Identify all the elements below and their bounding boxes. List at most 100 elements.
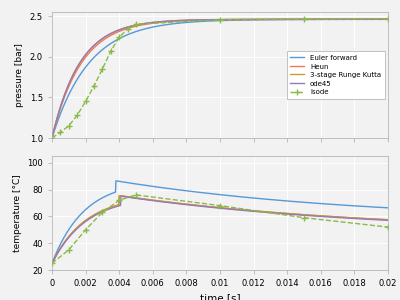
Isode	[75, 113, 80, 117]
Euler forward	[50, 136, 54, 140]
Heun	[70, 230, 75, 234]
3-stage Runge Kutta	[386, 218, 390, 222]
ode45	[339, 17, 344, 21]
Isode	[302, 216, 306, 220]
Line: ode45: ode45	[52, 19, 388, 138]
Heun	[70, 76, 75, 80]
Euler forward	[245, 18, 250, 22]
Euler forward	[254, 196, 259, 200]
3-stage Runge Kutta	[339, 17, 344, 21]
X-axis label: time [s]: time [s]	[200, 294, 240, 300]
ode45	[386, 218, 390, 222]
ode45	[70, 231, 75, 235]
Euler forward	[70, 222, 75, 226]
ode45	[305, 214, 310, 217]
Line: Euler forward: Euler forward	[52, 19, 388, 138]
Line: 3-stage Runge Kutta: 3-stage Runge Kutta	[52, 196, 388, 263]
Euler forward	[264, 18, 268, 22]
Isode	[117, 199, 122, 202]
ode45	[254, 210, 259, 213]
Euler forward	[70, 85, 75, 89]
Isode	[125, 27, 130, 31]
Isode	[386, 225, 390, 229]
Heun	[386, 218, 390, 222]
ode45	[264, 18, 268, 21]
3-stage Runge Kutta	[70, 74, 75, 78]
Isode	[302, 17, 306, 21]
Isode	[218, 18, 222, 22]
Heun	[339, 17, 344, 21]
Y-axis label: temperature [°C]: temperature [°C]	[13, 174, 22, 252]
Isode	[134, 193, 138, 197]
Euler forward	[245, 196, 250, 199]
Line: Heun: Heun	[52, 196, 388, 263]
Line: ode45: ode45	[52, 196, 388, 263]
ode45	[339, 216, 344, 220]
Heun	[117, 194, 122, 197]
Isode	[100, 67, 105, 71]
Heun	[304, 17, 309, 21]
ode45	[304, 17, 309, 21]
ode45	[118, 194, 123, 198]
ode45	[50, 136, 54, 140]
3-stage Runge Kutta	[70, 230, 75, 234]
3-stage Runge Kutta	[305, 213, 310, 217]
Euler forward	[339, 203, 344, 207]
Isode	[50, 262, 54, 265]
3-stage Runge Kutta	[117, 194, 122, 197]
ode45	[254, 18, 258, 21]
Y-axis label: pressure [bar]: pressure [bar]	[15, 43, 24, 107]
3-stage Runge Kutta	[245, 18, 250, 21]
Euler forward	[264, 197, 269, 201]
Line: 3-stage Runge Kutta: 3-stage Runge Kutta	[52, 19, 388, 138]
Heun	[264, 18, 268, 21]
Legend: Euler forward, Heun, 3-stage Runge Kutta, ode45, Isode: Euler forward, Heun, 3-stage Runge Kutta…	[287, 51, 384, 99]
3-stage Runge Kutta	[254, 209, 259, 213]
Isode	[108, 49, 113, 53]
Heun	[245, 18, 250, 21]
ode45	[264, 211, 269, 214]
3-stage Runge Kutta	[304, 17, 309, 21]
3-stage Runge Kutta	[254, 18, 258, 21]
Isode	[66, 124, 71, 128]
Heun	[245, 208, 250, 212]
3-stage Runge Kutta	[386, 17, 390, 21]
ode45	[386, 17, 390, 21]
3-stage Runge Kutta	[245, 208, 250, 212]
ode45	[70, 74, 75, 78]
ode45	[50, 262, 54, 265]
Line: Isode: Isode	[49, 16, 391, 141]
Euler forward	[386, 206, 390, 210]
Isode	[83, 228, 88, 232]
Isode	[386, 17, 390, 21]
3-stage Runge Kutta	[264, 18, 268, 21]
Isode	[50, 136, 54, 140]
Euler forward	[254, 18, 258, 22]
Euler forward	[304, 18, 309, 21]
ode45	[245, 18, 250, 21]
Isode	[100, 211, 105, 214]
ode45	[245, 209, 250, 213]
Euler forward	[339, 18, 344, 21]
3-stage Runge Kutta	[50, 136, 54, 140]
3-stage Runge Kutta	[50, 262, 54, 265]
Euler forward	[386, 17, 390, 21]
Heun	[339, 215, 344, 219]
3-stage Runge Kutta	[264, 210, 269, 214]
Isode	[58, 130, 63, 134]
Isode	[66, 248, 71, 252]
Heun	[254, 209, 259, 213]
Line: Isode: Isode	[49, 192, 391, 266]
Line: Euler forward: Euler forward	[52, 181, 388, 263]
Isode	[92, 84, 96, 88]
Line: Heun: Heun	[52, 19, 388, 138]
Heun	[254, 18, 258, 21]
Isode	[117, 35, 122, 39]
Euler forward	[305, 201, 310, 204]
Isode	[218, 204, 222, 207]
3-stage Runge Kutta	[339, 215, 344, 219]
Heun	[386, 17, 390, 21]
Euler forward	[50, 262, 54, 265]
Heun	[50, 262, 54, 265]
Heun	[305, 213, 310, 217]
